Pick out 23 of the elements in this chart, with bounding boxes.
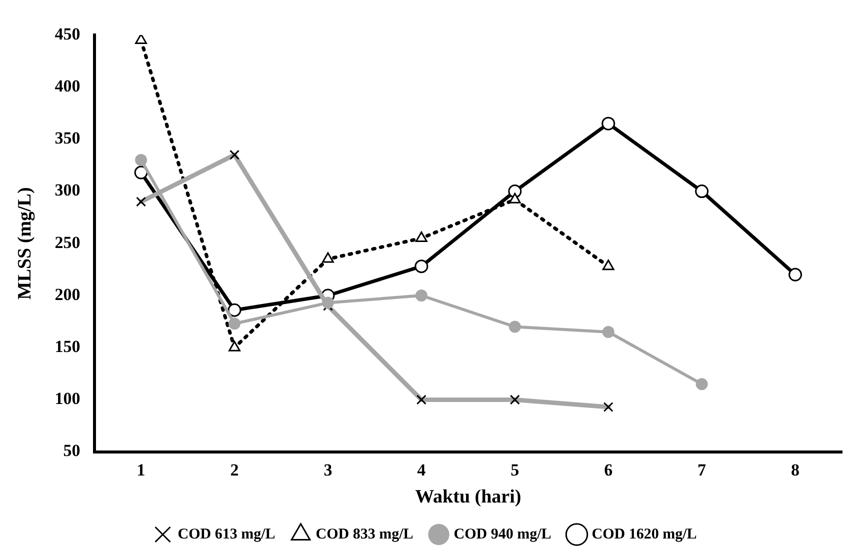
legend-label: COD 833 mg/L: [316, 526, 414, 542]
legend-label: COD 940 mg/L: [454, 526, 552, 542]
x-tick-label: 7: [698, 460, 707, 480]
y-tick-label: 200: [54, 284, 80, 304]
y-tick-label: 300: [54, 180, 80, 200]
x-tick-label: 8: [791, 460, 800, 480]
x-tick-label: 3: [324, 460, 332, 480]
y-tick-label: 400: [54, 76, 80, 96]
y-tick-label: 50: [63, 441, 80, 460]
x-tick-label: 2: [230, 460, 239, 480]
y-tick-label: 450: [54, 24, 80, 44]
y-axis-title: MLSS (mg/L): [14, 187, 36, 300]
legend-label: COD 613 mg/L: [178, 526, 276, 542]
legend-label: COD 1620 mg/L: [592, 526, 697, 542]
x-tick-label: 6: [604, 460, 613, 480]
x-tick-label: 5: [510, 460, 520, 480]
x-tick-label: 4: [417, 460, 426, 480]
y-tick-label: 150: [54, 336, 80, 356]
x-tick-label: 1: [136, 460, 146, 480]
y-tick-label: 100: [54, 389, 80, 408]
y-tick-label: 250: [54, 232, 80, 252]
y-tick-label: 350: [54, 128, 80, 148]
x-axis-title: Waktu (hari): [415, 486, 522, 508]
